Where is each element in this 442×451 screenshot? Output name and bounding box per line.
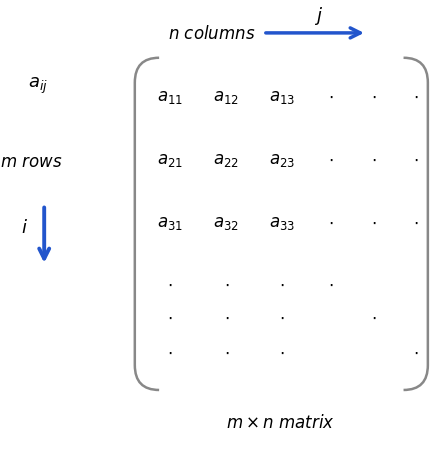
Text: $\cdot$: $\cdot$ — [371, 215, 376, 232]
Text: $i$: $i$ — [21, 219, 28, 237]
Text: $\cdot$: $\cdot$ — [279, 344, 285, 361]
Text: $m \times n\ matrix$: $m \times n\ matrix$ — [226, 413, 335, 431]
Text: $\cdot$: $\cdot$ — [371, 88, 376, 106]
Text: $\cdot$: $\cdot$ — [224, 344, 229, 361]
Text: $\cdot$: $\cdot$ — [168, 344, 173, 361]
Text: $\cdot$: $\cdot$ — [371, 309, 376, 327]
Text: $m\ rows$: $m\ rows$ — [0, 154, 62, 171]
Text: $\cdot$: $\cdot$ — [413, 152, 418, 169]
Text: $n\ columns$: $n\ columns$ — [168, 25, 256, 43]
Text: $\cdot$: $\cdot$ — [328, 88, 333, 106]
Text: $\cdot$: $\cdot$ — [224, 276, 229, 294]
Text: $\cdot$: $\cdot$ — [279, 309, 285, 327]
Text: $\cdot$: $\cdot$ — [168, 276, 173, 294]
Text: $\cdot$: $\cdot$ — [328, 215, 333, 232]
Text: $\cdot$: $\cdot$ — [371, 152, 376, 169]
Text: $a_{12}$: $a_{12}$ — [213, 88, 239, 106]
Text: $\cdot$: $\cdot$ — [328, 152, 333, 169]
Text: $a_{32}$: $a_{32}$ — [213, 215, 239, 232]
Text: $\cdot$: $\cdot$ — [328, 276, 333, 294]
Text: $\cdot$: $\cdot$ — [413, 88, 418, 106]
Text: $a_{13}$: $a_{13}$ — [269, 88, 295, 106]
Text: $a_{11}$: $a_{11}$ — [157, 88, 183, 106]
Text: $\cdot$: $\cdot$ — [413, 215, 418, 232]
Text: $\cdot$: $\cdot$ — [413, 344, 418, 361]
Text: $a_{22}$: $a_{22}$ — [213, 152, 239, 169]
Text: $a_{33}$: $a_{33}$ — [269, 215, 295, 232]
Text: $a_{ij}$: $a_{ij}$ — [27, 76, 48, 96]
Text: $j$: $j$ — [314, 5, 323, 27]
Text: $a_{23}$: $a_{23}$ — [269, 152, 295, 169]
Text: $a_{21}$: $a_{21}$ — [157, 152, 183, 169]
Text: $a_{31}$: $a_{31}$ — [157, 215, 183, 232]
Text: $\cdot$: $\cdot$ — [279, 276, 285, 294]
Text: $\cdot$: $\cdot$ — [168, 309, 173, 327]
Text: $\cdot$: $\cdot$ — [224, 309, 229, 327]
